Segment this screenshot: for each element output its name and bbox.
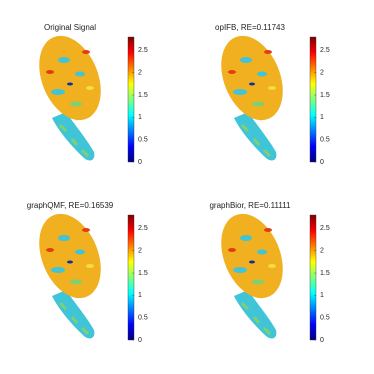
chart-title: Original Signal (44, 23, 96, 32)
colorbar-tick-label: 0.5 (320, 315, 330, 322)
colorbar-tick-label: 2 (320, 248, 324, 255)
colorbar (309, 214, 317, 341)
colorbar-tick-label: 2.5 (138, 47, 148, 54)
colorbar-tick-label: 2.5 (320, 47, 330, 54)
colorbar-tick-label: 2.5 (138, 225, 148, 232)
colorbar-tick-label: 1.5 (138, 270, 148, 277)
colorbar-tick-label: 2.5 (320, 225, 330, 232)
colorbar-tick-label: 0 (320, 159, 324, 166)
surface-plot (208, 25, 296, 162)
colorbar-tick-label: 0 (138, 159, 142, 166)
chart-title: graphBior, RE=0.11111 (209, 201, 291, 210)
colorbar-tick-label: 2 (320, 70, 324, 77)
colorbar-tick-label: 1.5 (320, 270, 330, 277)
colorbar-tick-label: 1 (138, 114, 142, 121)
surface-plot (26, 25, 114, 162)
colorbar-tick-label: 2 (138, 248, 142, 255)
colorbar-tick-label: 0 (138, 337, 142, 344)
colorbar-tick-label: 1 (320, 114, 324, 121)
colorbar-tick-label: 1 (138, 292, 142, 299)
colorbar (127, 214, 135, 341)
colorbar-tick-label: 1.5 (138, 92, 148, 99)
colorbar-tick-label: 0.5 (138, 315, 148, 322)
chart-title: opIFB, RE=0.11743 (215, 23, 285, 32)
colorbar-tick-label: 0.5 (320, 137, 330, 144)
chart-title: graphQMF, RE=0.16539 (27, 201, 114, 210)
colorbar (127, 36, 135, 163)
surface-plot (208, 203, 296, 340)
colorbar-tick-label: 0.5 (138, 137, 148, 144)
colorbar-tick-label: 1.5 (320, 92, 330, 99)
colorbar (309, 36, 317, 163)
colorbar-tick-label: 0 (320, 337, 324, 344)
colorbar-tick-label: 2 (138, 70, 142, 77)
surface-plot (26, 203, 114, 340)
colorbar-tick-label: 1 (320, 292, 324, 299)
